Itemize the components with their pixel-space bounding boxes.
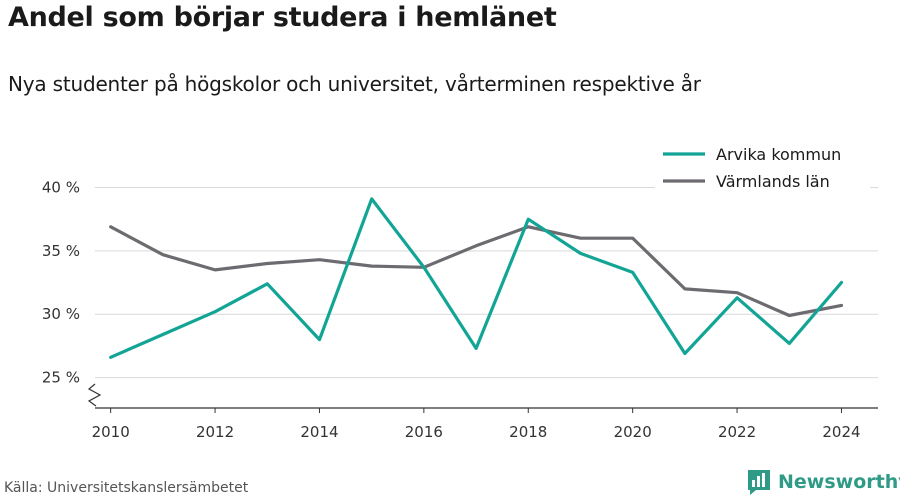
x-tick-label: 2022 bbox=[718, 423, 756, 441]
x-tick-label: 2012 bbox=[196, 423, 234, 441]
legend: Arvika kommun Värmlands län bbox=[655, 140, 870, 198]
x-tick-label: 2018 bbox=[509, 423, 547, 441]
x-tick-label: 2020 bbox=[614, 423, 652, 441]
chart-subtitle: Nya studenter på högskolor och universit… bbox=[8, 72, 701, 96]
gridlines bbox=[95, 187, 878, 379]
x-tick-label: 2014 bbox=[300, 423, 338, 441]
y-tick-label: 40 % bbox=[42, 179, 80, 197]
axes: 25 % 30 % 35 % 40 % 2010 2012 2014 2016 2018 2020… bbox=[42, 179, 878, 441]
series-line-varmlands-lan bbox=[109, 225, 844, 318]
series-line-arvika-kommun bbox=[109, 197, 844, 359]
legend-background bbox=[655, 140, 870, 198]
y-tick-label: 25 % bbox=[42, 369, 80, 387]
chart-title: Andel som börjar studera i hemlänet bbox=[8, 2, 557, 33]
x-tick-label: 2024 bbox=[822, 423, 860, 441]
newsworthy-icon bbox=[748, 470, 770, 495]
source-note: Källa: Universitetskanslersämbetet bbox=[4, 480, 249, 496]
x-tick-label: 2010 bbox=[92, 423, 130, 441]
brand-name: Newsworthy bbox=[778, 471, 900, 493]
x-tick-label: 2016 bbox=[405, 423, 443, 441]
legend-label: Arvika kommun bbox=[716, 145, 841, 164]
line-chart: 25 % 30 % 35 % 40 % 2010 2012 2014 2016 2018 2020… bbox=[41, 140, 878, 441]
y-tick-label: 30 % bbox=[42, 305, 80, 323]
y-tick-label: 35 % bbox=[42, 242, 80, 260]
legend-label: Värmlands län bbox=[716, 172, 830, 191]
series-lines bbox=[109, 197, 844, 359]
brand-logo: Newsworthy bbox=[746, 468, 900, 496]
axis-break-icon bbox=[87, 383, 102, 407]
